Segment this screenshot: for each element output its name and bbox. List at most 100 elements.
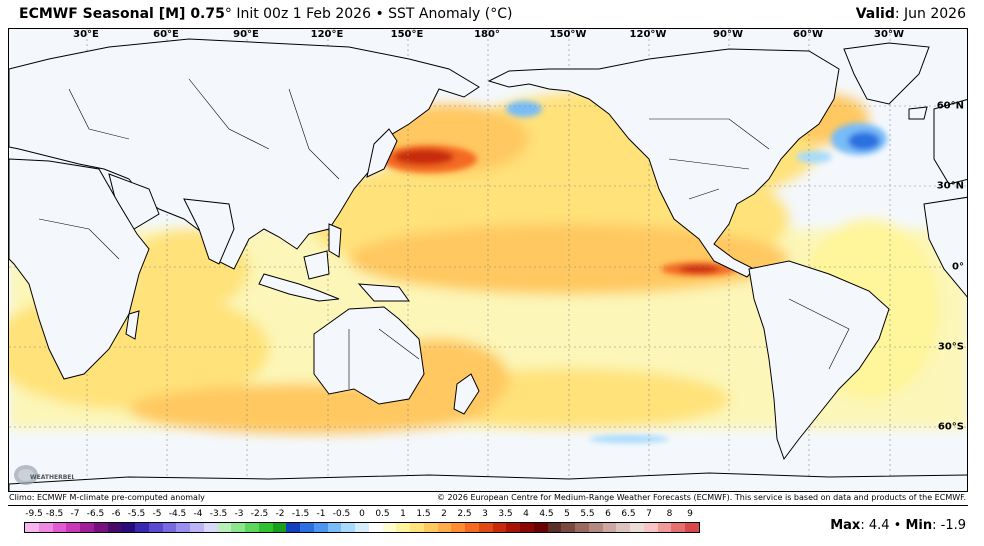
sst-anomaly-map[interactable] [8, 28, 968, 492]
colorbar-swatch [671, 523, 685, 532]
max-value: : 4.4 [860, 518, 890, 533]
colorbar-swatch [80, 523, 94, 532]
colorbar-swatch [437, 523, 452, 532]
colorbar-swatch [685, 523, 699, 532]
colorbar-swatch [203, 523, 218, 532]
colorbar-swatch [520, 523, 534, 532]
colorbar-swatch [162, 523, 177, 532]
lat-label-60n: 60°N [936, 100, 964, 112]
colorbar-swatch [327, 523, 342, 532]
colorbar-swatch [121, 523, 135, 532]
colorbar-swatch [38, 523, 53, 532]
japan [366, 128, 398, 178]
colorbar-tick-label: -5.5 [127, 509, 146, 519]
colorbar-tick-label: -6.5 [86, 509, 105, 519]
colorbar-tick-label: 0 [359, 509, 365, 519]
lon-label-60e: 60°E [153, 29, 179, 40]
lon-label-90w: 90°W [713, 29, 743, 40]
lat-label-30n: 30°N [936, 180, 964, 192]
colorbar-tick-label: -2.5 [250, 509, 269, 519]
colorbar-labels: -9.5 -8.5 -7 -6.5 -6 -5.5 -5 -4.5 -4 -3.5 -3 -2.5 -2… [24, 509, 700, 521]
colorbar-tick-label: -6 [111, 509, 121, 519]
colorbar-swatch [382, 523, 397, 532]
colorbar-swatch [575, 523, 589, 532]
colorbar-tick-label: 2.5 [457, 509, 472, 519]
min-label: Min [905, 518, 933, 533]
colorbar-swatch [355, 523, 369, 532]
weatherbell-logo: WEATHERBELL [14, 465, 74, 485]
colorbar-tick-label: 0.5 [375, 509, 390, 519]
lon-label-30w: 30°W [874, 29, 904, 40]
europe-west [933, 99, 967, 185]
colorbar-swatch [286, 523, 300, 532]
degree-symbol: ° [224, 6, 232, 22]
south-america-landmass [748, 260, 890, 461]
colorbar-swatch [176, 523, 190, 532]
colorbar-tick-label: -0.5 [332, 509, 351, 519]
climo-credit: Climo: ECMWF M-climate pre-computed anom… [9, 493, 205, 502]
colorbar-tick-label: 4 [523, 509, 529, 519]
chart-title: ECMWF Seasonal [M] 0.75° Init 00z 1 Feb … [19, 6, 513, 22]
min-value: : -1.9 [932, 518, 966, 533]
colorbar-tick-label: 7 [646, 509, 652, 519]
colorbar-swatch [643, 523, 658, 532]
colorbar-swatch [423, 523, 438, 532]
africa-landmass [9, 158, 150, 380]
lat-label-0: 0° [952, 261, 964, 273]
colorbar-swatch [547, 523, 562, 532]
svg-text:WEATHERBELL: WEATHERBELL [30, 474, 74, 481]
colorbar-tick-label: -2 [275, 509, 285, 519]
colorbar [24, 522, 700, 533]
eurasia-landmass [9, 38, 480, 270]
philippines [328, 223, 342, 258]
map-canvas [9, 29, 967, 491]
colorbar-tick-label: 6 [605, 509, 611, 519]
colorbar-swatch [561, 523, 575, 532]
colorbar-swatch [148, 523, 163, 532]
lon-label-120e: 120°E [310, 29, 344, 40]
lon-label-120w: 120°W [629, 29, 667, 40]
colorbar-swatch [300, 523, 314, 532]
land-layer [9, 38, 967, 491]
colorbar-tick-label: 3.5 [498, 509, 513, 519]
colorbar-tick-label: 8 [666, 509, 673, 519]
colorbar-swatch [258, 523, 273, 532]
colorbar-swatch [657, 523, 672, 532]
new-guinea [357, 283, 410, 302]
colorbar-swatch [465, 523, 479, 532]
colorbar-swatch [533, 523, 548, 532]
lon-label-180: 180° [474, 29, 500, 40]
colorbar-swatch [107, 523, 122, 532]
africa-west-edge [923, 196, 967, 298]
lon-label-150w: 150°W [549, 29, 587, 40]
colorbar-swatch [616, 523, 630, 532]
colorbar-swatch [368, 523, 383, 532]
colorbar-tick-label: 9 [687, 509, 693, 519]
new-zealand [453, 373, 480, 415]
colorbar-tick-label: -7 [70, 509, 80, 519]
colorbar-tick-label: -1 [316, 509, 326, 519]
product-name: SST Anomaly (°C) [388, 6, 513, 22]
colorbar-swatch [313, 523, 328, 532]
lon-label-90e: 90°E [233, 29, 259, 40]
max-min-stats: Max: 4.4 • Min: -1.9 [830, 518, 966, 533]
colorbar-tick-label: -1.5 [291, 509, 310, 519]
colorbar-tick-label: -4 [193, 509, 203, 519]
colorbar-tick-label: -8.5 [45, 509, 64, 519]
colorbar-tick-label: -5 [152, 509, 162, 519]
colorbar-swatch [135, 523, 149, 532]
lon-label-150e: 150°E [390, 29, 424, 40]
colorbar-swatch [602, 523, 617, 532]
colorbar-swatch [396, 523, 410, 532]
colorbar-swatch [630, 523, 644, 532]
greenland [843, 42, 930, 105]
colorbar-swatch [272, 523, 287, 532]
india-landmass [183, 198, 235, 265]
colorbar-swatch [25, 523, 39, 532]
borneo [303, 250, 330, 280]
colorbar-swatch [451, 523, 465, 532]
valid-value: : Jun 2026 [894, 6, 966, 22]
colorbar-tick-label: 3 [482, 509, 488, 519]
colorbar-tick-label: 1 [400, 509, 406, 519]
north-america-landmass [487, 48, 840, 278]
